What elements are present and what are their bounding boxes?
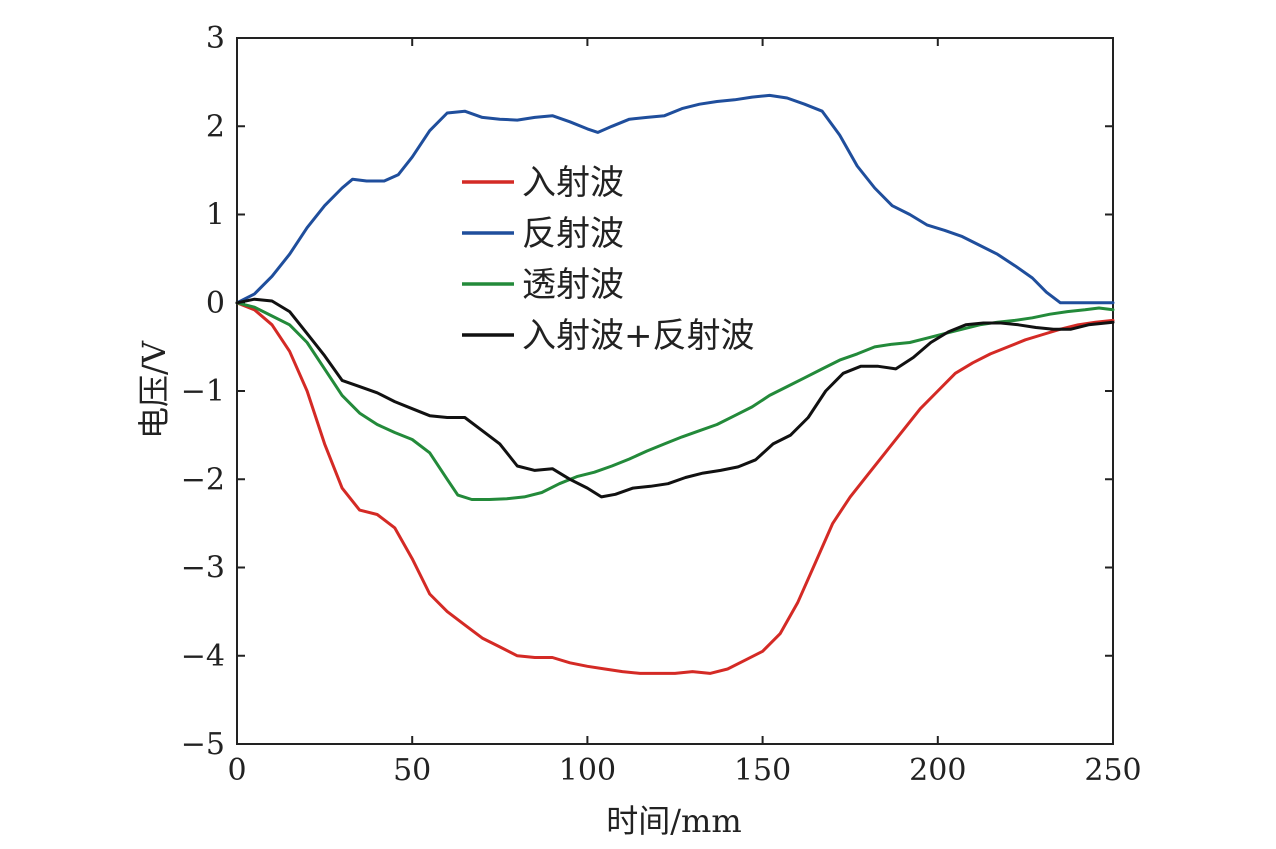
series-line-3: [235, 301, 1115, 501]
series-line-4: [235, 297, 1115, 499]
x-tick-label: 100: [559, 753, 616, 788]
ticks: 0 50 100 150 200 250 3 2 1 0 −1 −2 −3 −4 −5: [181, 21, 1142, 788]
x-tick-label: 200: [909, 753, 966, 788]
y-tick-label: 2: [206, 109, 225, 144]
legend-label: 反射波: [522, 214, 624, 254]
y-tick-label: −3: [181, 551, 225, 586]
y-tick-label: −4: [181, 639, 225, 674]
legend-label: 透射波: [522, 265, 624, 305]
series-line-2: [235, 93, 1115, 305]
series-line-1: [235, 301, 1115, 675]
x-tick-label: 50: [393, 753, 431, 788]
y-tick-label: 3: [206, 21, 225, 56]
legend-label: 入射波: [522, 163, 624, 203]
y-tick-label: −2: [181, 462, 225, 497]
legend-label: 入射波+反射波: [522, 316, 755, 356]
y-axis-label: 电压/V: [135, 340, 173, 439]
x-axis-label: 时间/mm: [606, 802, 741, 840]
y-tick-label: 0: [206, 286, 225, 321]
x-tick-label: 0: [227, 753, 246, 788]
x-tick-label: 250: [1084, 753, 1141, 788]
y-tick-label: −5: [181, 727, 225, 762]
x-tick-label: 150: [734, 753, 791, 788]
y-tick-label: 1: [206, 198, 225, 233]
y-tick-label: −1: [181, 374, 225, 409]
series-lines: [235, 93, 1115, 675]
